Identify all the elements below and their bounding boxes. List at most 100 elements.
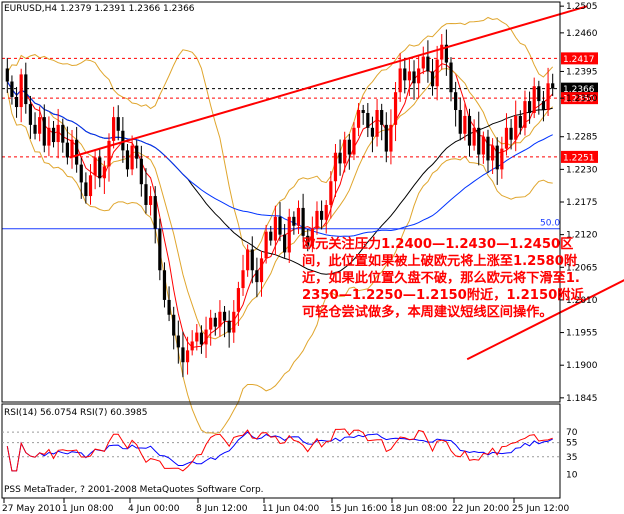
candle-body — [541, 101, 546, 111]
candle-body — [283, 234, 287, 253]
candle-body — [121, 130, 125, 151]
candle-body — [430, 71, 435, 87]
analysis-annotation: 欧元关注压力1.2400—1.2430—1.2450区间，此位置如果被上破欧元将… — [302, 237, 584, 320]
candle-body — [356, 110, 361, 128]
candle-body — [116, 117, 120, 131]
candle-body — [389, 124, 393, 152]
candle-body — [148, 196, 153, 205]
candle-body — [500, 148, 504, 170]
time-tick-label: 22 Jun 20:00 — [452, 504, 509, 514]
trend-channel — [69, 5, 624, 361]
candle-body — [435, 59, 439, 87]
fib-50-label: 50.0 — [540, 219, 560, 229]
candle-body — [10, 81, 14, 97]
price-tick-label: 1.1900 — [566, 361, 598, 371]
candle-body — [347, 139, 351, 155]
candle-body — [412, 71, 416, 84]
price-level-tag — [561, 52, 598, 65]
chart-header: EURUSD,H4 1.2379 1.2391 1.2366 1.2366 — [4, 4, 195, 14]
candle-body — [199, 332, 204, 345]
channel-lower-line — [69, 5, 588, 159]
candle-body — [51, 127, 56, 143]
candle-body — [472, 127, 476, 146]
price-level-label: 1.2417 — [563, 55, 595, 65]
rsi7-line — [6, 428, 553, 472]
candle-body — [38, 117, 42, 134]
candle-body — [421, 56, 425, 69]
candle-body — [259, 258, 264, 283]
candle-body — [398, 68, 402, 93]
bollinger-lower-line — [6, 90, 553, 434]
candles — [5, 29, 555, 378]
candle-body — [514, 115, 518, 140]
candle-body — [162, 270, 167, 300]
candle-body — [329, 181, 333, 205]
candle-body — [495, 145, 499, 170]
candle-body — [33, 124, 37, 134]
candle-body — [250, 249, 254, 271]
candle-body — [264, 231, 268, 259]
price-level-tag — [561, 92, 598, 105]
price-tick-label: 1.2175 — [566, 198, 598, 208]
candle-body — [269, 231, 273, 241]
candle-body — [153, 196, 157, 229]
candle-body — [185, 350, 190, 363]
candle-body — [222, 311, 227, 321]
price-tick-label: 1.2395 — [566, 67, 598, 77]
candle-body — [370, 127, 375, 137]
candle-body — [551, 83, 555, 89]
candle-body — [384, 124, 388, 152]
price-tick-label: 1.2010 — [566, 296, 598, 306]
candle-body — [532, 86, 536, 113]
candle-body — [324, 204, 328, 220]
candle-body — [486, 136, 490, 161]
candle-body — [292, 216, 296, 226]
candle-body — [98, 157, 102, 179]
candle-body — [158, 228, 162, 271]
time-tick-label: 27 May 2010 — [2, 504, 61, 514]
copyright-footer: PSS MetaTrader, ? 2001-2008 MetaQuotes S… — [4, 485, 264, 495]
candle-body — [130, 145, 134, 170]
candle-body — [301, 207, 305, 236]
price-tick-label: 1.1845 — [566, 394, 598, 404]
candle-body — [537, 86, 541, 102]
candle-body — [88, 175, 93, 197]
time-tick-label: 15 Jun 16:00 — [330, 504, 387, 514]
candle-body — [467, 115, 472, 146]
rsi-tick-label: 55 — [566, 439, 577, 449]
candle-body — [375, 110, 379, 137]
candle-body — [366, 112, 370, 128]
candle-body — [352, 127, 356, 155]
time-tick-label: 1 Jun 08:00 — [62, 504, 114, 514]
candle-body — [135, 145, 139, 159]
candle-body — [380, 110, 384, 125]
candle-body — [338, 152, 342, 164]
rsi-header: RSI(14) 56.0754 RSI(7) 60.3985 — [4, 408, 147, 418]
candle-body — [190, 341, 194, 351]
candle-body — [14, 96, 19, 108]
candle-body — [84, 182, 88, 197]
candle-body — [79, 164, 83, 183]
price-tick-label: 1.2460 — [566, 29, 598, 39]
candle-body — [24, 74, 28, 105]
candle-body — [458, 110, 462, 134]
candle-body — [47, 127, 51, 146]
bollinger-bands — [6, 16, 554, 434]
price-level-label: 1.2366 — [563, 85, 595, 95]
price-level-label: 1.2350 — [563, 95, 595, 105]
time-tick-label: 18 Jun 08:00 — [390, 504, 447, 514]
price-level-tag — [561, 150, 598, 163]
price-tick-label: 1.2350 — [566, 94, 598, 104]
candle-body — [181, 347, 185, 363]
candle-body — [287, 216, 291, 253]
candle-body — [546, 83, 550, 111]
candle-body — [209, 317, 213, 330]
candle-body — [491, 145, 495, 161]
candle-body — [42, 117, 46, 146]
price-level-tag — [561, 82, 598, 95]
rsi-tick-label: 70 — [566, 428, 578, 438]
candle-body — [509, 127, 513, 140]
candle-body — [255, 270, 259, 283]
